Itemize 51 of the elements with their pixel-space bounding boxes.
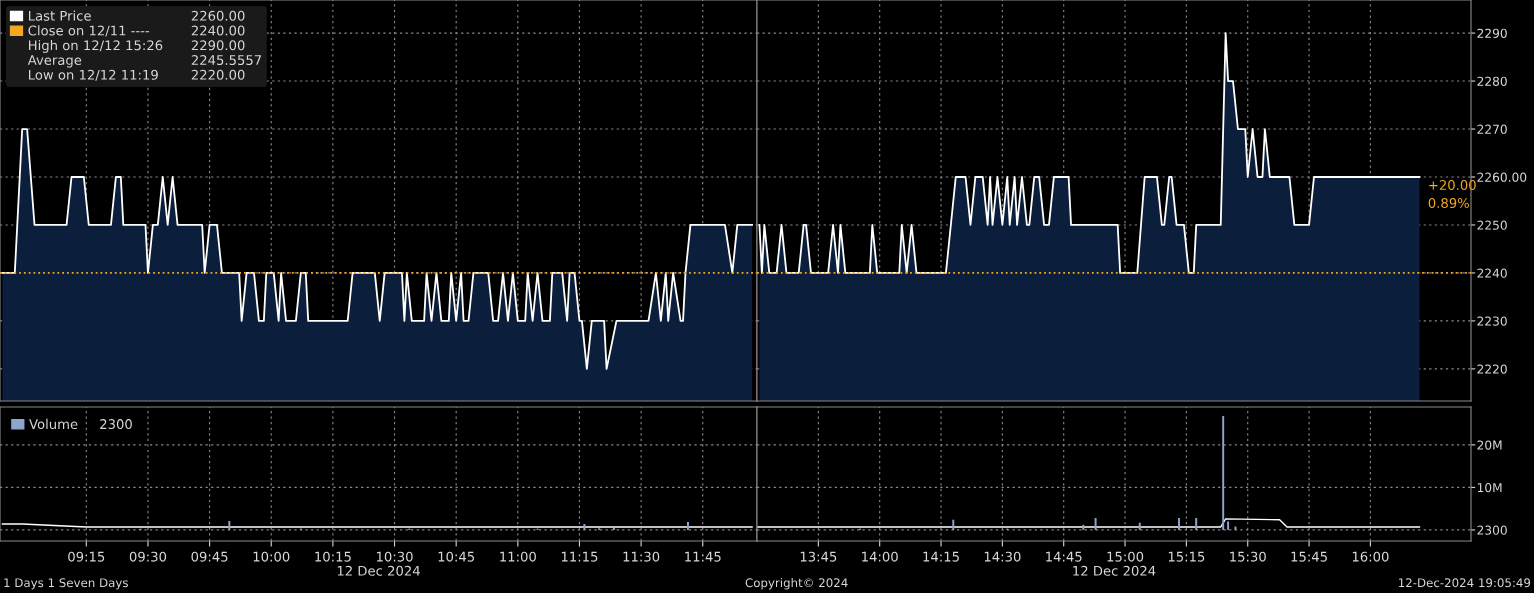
x-tick-label: 15:15 [1168,551,1205,562]
y-tick-label: 2270 [1477,124,1507,134]
text: 1 Days 1 Seven Days [4,578,128,590]
annotation: 2240.00 [191,25,245,36]
x-tick-label: 09:45 [191,551,228,562]
text: 12-Dec-2024 19:05:49 [1399,578,1531,588]
x-tick-label: 14:30 [984,551,1021,562]
y-tick-label: 2300 [1477,525,1507,535]
y-tick-label: 10M [1477,482,1502,493]
annotation: Average [27,55,82,68]
x-axis-title: 12 Dec 2024 [1073,565,1156,576]
legend-label: Volume [29,418,78,430]
y-tick-label: 2290 [1477,28,1507,38]
annotation: 2245.5557 [191,55,262,66]
x-tick-label: 11:45 [685,551,721,562]
legend-label: Last Price [29,10,91,21]
annotation: +20.00 [1429,180,1476,190]
x-tick-label: 11:30 [623,551,660,562]
y-tick-label: 2250 [1477,220,1507,230]
annotation: 0.89% [1428,198,1469,209]
y-tick-label: 20M [1477,440,1502,450]
y-tick-label: 2260.00 [1477,172,1527,182]
x-tick-label: 09:30 [129,551,167,562]
x-tick-label: 14:45 [1046,551,1082,562]
y-tick-label: 2230 [1477,316,1507,326]
annotation: 2290.00 [191,40,245,51]
x-tick-label: 10:00 [253,551,290,562]
annotation: 2260.00 [191,10,245,21]
x-tick-label: 14:00 [862,551,898,562]
x-tick-label: 13:45 [800,551,837,562]
x-tick-label: 10:30 [376,551,413,562]
x-tick-label: 14:15 [923,551,959,562]
annotation: Low on 12/12 11:19 [29,69,158,81]
y-tick-label: 2280 [1477,76,1507,86]
x-tick-label: 15:30 [1230,551,1266,562]
x-tick-label: 11:00 [500,551,536,562]
x-axis-title: 12 Dec 2024 [337,565,420,576]
annotation: High on 12/12 15:26 [29,40,163,53]
annotation: 2300 [100,419,132,430]
text: Copyright© 2024 [745,578,848,590]
x-tick-label: 10:15 [315,551,351,562]
x-tick-label: 10:45 [438,551,475,562]
x-tick-label: 09:15 [68,551,105,562]
y-tick-label: 2240 [1477,268,1507,278]
y-tick-label: 2220 [1477,364,1507,374]
x-tick-label: 11:15 [561,551,598,562]
annotation: 2220.00 [191,69,245,80]
legend-label: Close on 12/11 ---- [28,25,150,37]
x-tick-label: 15:00 [1107,551,1144,562]
x-tick-label: 15:45 [1291,551,1327,562]
x-tick-label: 16:00 [1352,551,1389,562]
